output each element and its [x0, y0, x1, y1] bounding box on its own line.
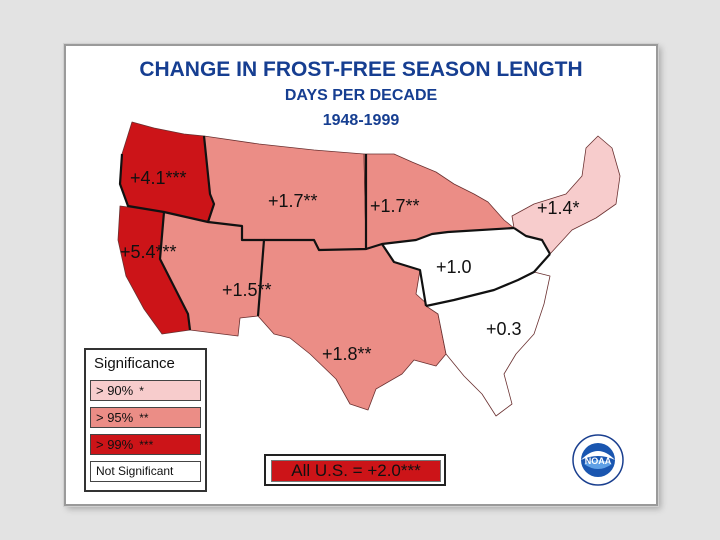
significance-legend: Significance > 90% * > 95% ** > 99% *** Not…	[84, 348, 207, 492]
noaa-logo-text: NOAA	[585, 456, 612, 466]
label-south-central: +1.8**	[322, 344, 372, 364]
map-subtitle: DAYS PER DECADE	[284, 87, 438, 104]
label-northern-plains: +1.7**	[268, 191, 318, 211]
legend-item-stars: **	[139, 411, 149, 425]
label-southeast: +0.3	[486, 319, 522, 339]
legend-item-label: > 90%	[96, 383, 134, 398]
summary-value: All U.S. = +2.0***	[271, 460, 441, 482]
us-map: +4.1*** +5.4*** +1.7** +1.7** +1.4* +1.5…	[117, 121, 621, 417]
label-ohio-valley: +1.0	[436, 257, 472, 277]
map-period: 1948-1999	[322, 112, 400, 129]
map-title: CHANGE IN FROST-FREE SEASON LENGTH	[139, 58, 583, 81]
legend-item-label: Not Significant	[96, 464, 174, 478]
slide-card: CHANGE IN FROST-FREE SEASON LENGTH DAYS …	[64, 44, 658, 506]
legend-item-label: > 95%	[96, 410, 134, 425]
legend-title: Significance	[94, 355, 175, 372]
legend-item-90: > 90% *	[90, 380, 201, 401]
legend-item-not-significant: Not Significant	[90, 461, 201, 482]
label-california: +5.4***	[120, 242, 177, 262]
label-northwest: +4.1***	[130, 168, 187, 188]
summary-box: All U.S. = +2.0***	[264, 454, 446, 486]
legend-item-99: > 99% ***	[90, 434, 201, 455]
legend-item-stars: ***	[139, 438, 154, 452]
noaa-logo: NOAA	[572, 434, 624, 486]
legend-item-label: > 99%	[96, 437, 134, 452]
map-frame	[64, 44, 658, 506]
legend-item-95: > 95% **	[90, 407, 201, 428]
label-upper-midwest: +1.7**	[370, 196, 420, 216]
label-northeast: +1.4*	[537, 198, 580, 218]
label-southwest: +1.5**	[222, 280, 272, 300]
legend-item-stars: *	[139, 384, 144, 398]
